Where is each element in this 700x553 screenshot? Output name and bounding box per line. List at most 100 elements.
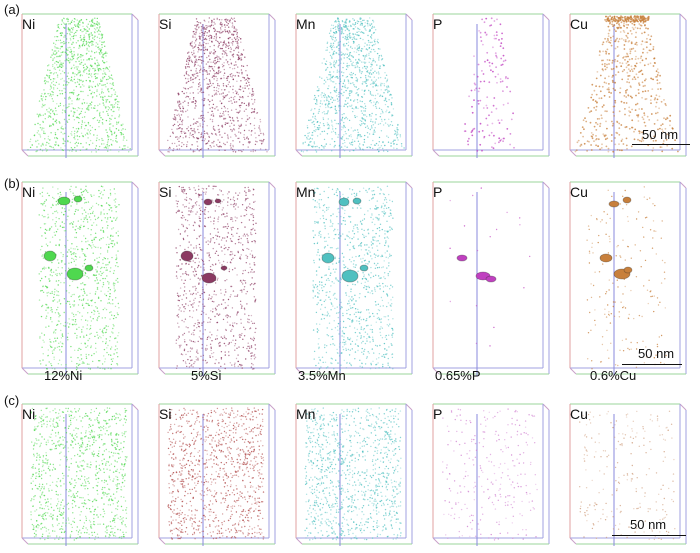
atom-dot <box>52 59 54 62</box>
atom-dot <box>217 124 220 127</box>
atom-dot <box>337 136 339 138</box>
atom-dot <box>222 98 224 100</box>
atom-dot <box>117 281 119 283</box>
atom-dot <box>355 79 357 82</box>
atom-dot <box>80 132 83 134</box>
atom-dot <box>115 232 118 234</box>
atom-dot <box>71 360 73 362</box>
atom-dot <box>100 92 103 94</box>
atom-dot <box>371 83 373 85</box>
atom-dot <box>594 100 597 103</box>
atom-dot <box>368 72 370 74</box>
atom-dot <box>102 271 105 274</box>
atom-dot <box>55 81 58 84</box>
atom-dot <box>366 125 369 127</box>
atom-dot <box>114 349 116 351</box>
atom-dot <box>100 49 102 52</box>
atom-dot <box>53 299 56 301</box>
atom-dot <box>502 47 505 50</box>
atom-dot <box>627 68 630 71</box>
atom-dot <box>604 37 606 40</box>
atom-dot <box>331 101 333 104</box>
atom-dot <box>232 150 234 153</box>
atom-dot <box>73 113 75 115</box>
atom-dot <box>90 229 93 231</box>
atom-dot <box>381 58 383 60</box>
atom-dot <box>92 142 94 144</box>
atom-dot <box>114 201 117 203</box>
atom-dot <box>59 122 61 124</box>
atom-dot <box>73 194 75 197</box>
atom-dot <box>638 130 640 133</box>
atom-dot <box>53 341 55 343</box>
atom-dot <box>219 112 222 115</box>
atom-dot <box>334 21 336 23</box>
atom-dot <box>372 58 374 60</box>
atom-dot <box>626 71 629 74</box>
atom-dot <box>610 140 613 142</box>
box-edge <box>569 149 577 157</box>
atom-dot <box>103 147 106 149</box>
atom-dot <box>374 41 376 43</box>
atom-dot <box>61 19 63 21</box>
atom-dot <box>338 48 340 50</box>
atom-dot <box>67 60 70 62</box>
atom-dot <box>74 130 76 132</box>
atom-dot <box>221 107 223 110</box>
atom-dot <box>61 207 63 209</box>
atom-dot <box>179 127 181 129</box>
atom-dot <box>41 255 43 257</box>
atom-dot <box>59 60 61 62</box>
atom-dot <box>39 124 41 126</box>
atom-dot <box>379 116 381 118</box>
atom-dot <box>94 147 97 150</box>
atom-dot <box>94 35 96 37</box>
atom-dot <box>335 91 337 94</box>
atom-dot <box>89 102 91 105</box>
atom-dot <box>198 35 200 37</box>
atom-dot <box>363 58 366 60</box>
atom-dot <box>46 74 48 76</box>
atom-dot <box>222 30 224 33</box>
atom-dot <box>321 96 323 98</box>
atom-dot <box>198 44 200 46</box>
atom-dot <box>338 22 340 25</box>
atom-dot <box>638 71 640 73</box>
atom-dot <box>633 67 636 70</box>
atom-dot <box>105 66 108 69</box>
atom-dot <box>258 134 260 137</box>
atom-dot <box>116 123 118 125</box>
atom-dot <box>307 132 309 135</box>
atom-dot <box>207 25 209 27</box>
atom-dot <box>57 50 60 52</box>
atom-dot <box>68 326 70 328</box>
atom-dot <box>95 269 97 271</box>
atom-dot <box>362 81 364 83</box>
atom-dot <box>86 275 88 278</box>
atom-dot <box>90 32 93 34</box>
atom-dot <box>242 49 245 51</box>
atom-dot <box>218 42 220 45</box>
atom-dot <box>65 290 68 292</box>
atom-dot <box>332 130 335 132</box>
atom-dot <box>114 219 117 221</box>
atom-dot <box>79 86 82 88</box>
atom-dot <box>222 45 224 47</box>
atom-dot <box>600 114 603 117</box>
atom-dot <box>212 24 214 27</box>
atom-dot <box>308 138 310 140</box>
atom-dot <box>242 97 244 99</box>
atom-dot <box>637 88 640 91</box>
atom-dot <box>79 29 82 31</box>
atom-dot <box>232 97 235 99</box>
atom-dot <box>73 304 76 306</box>
atom-dot <box>101 286 104 288</box>
atom-dot <box>344 117 346 120</box>
atom-dot <box>100 117 102 119</box>
atom-dot <box>47 354 49 357</box>
atom-dot <box>496 18 498 21</box>
atom-dot <box>316 103 318 105</box>
atom-dot <box>55 340 57 342</box>
atom-dot <box>393 147 395 149</box>
atom-dot <box>110 235 112 237</box>
